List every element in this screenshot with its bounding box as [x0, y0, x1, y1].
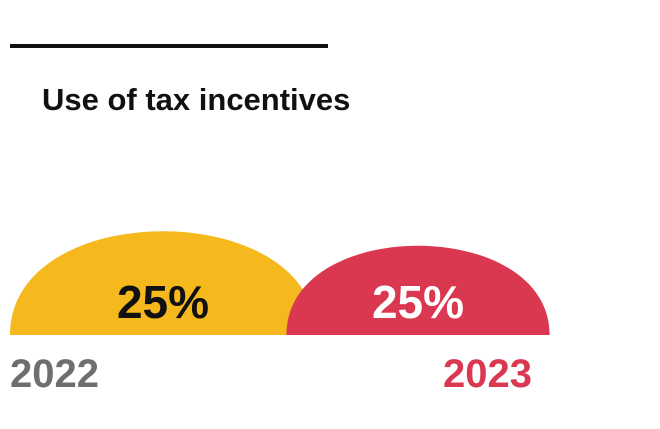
- year-label-2023: 2023: [443, 352, 532, 396]
- top-rule: [10, 44, 328, 48]
- arc-2022: [10, 231, 316, 335]
- chart-title: Use of tax incentives: [42, 82, 351, 117]
- arc-2023: [286, 245, 550, 335]
- year-label-2022: 2022: [10, 352, 99, 396]
- value-label-2022: 25%: [117, 276, 209, 328]
- value-label-2023: 25%: [372, 276, 464, 328]
